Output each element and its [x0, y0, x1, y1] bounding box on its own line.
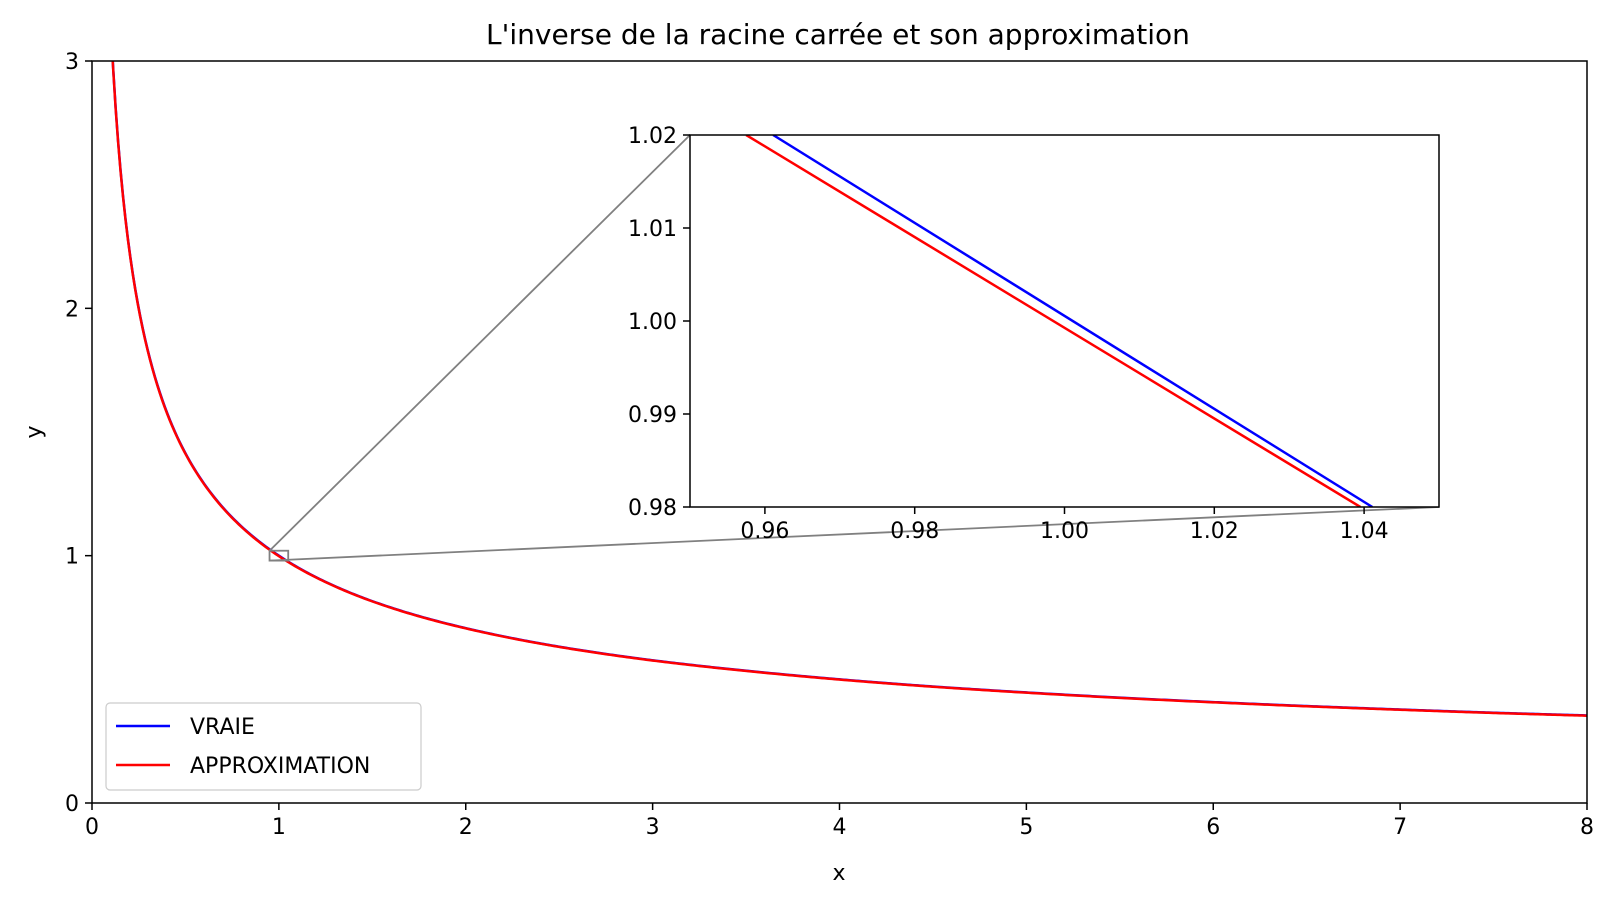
main-series-layer — [111, 61, 1587, 717]
zoom-region-box — [268, 549, 290, 562]
y-tick-label: 3 — [65, 50, 79, 75]
inset-y-tick-label: 1.00 — [628, 310, 677, 335]
inset-x-tick-label: 1.04 — [1340, 519, 1389, 544]
inset-series-line-vraie — [772, 135, 1373, 507]
inset-x-tick-label: 0.98 — [890, 519, 939, 544]
y-axis-label: y — [22, 425, 47, 438]
y-tick-label: 1 — [65, 545, 79, 570]
x-tick-label: 4 — [833, 815, 847, 840]
inset-y-ticks: 0.98 0.99 1.00 1.01 1.02 — [628, 124, 690, 521]
chart-title: L'inverse de la racine carrée et son app… — [486, 18, 1190, 51]
inset-y-tick-label: 1.02 — [628, 124, 677, 149]
x-tick-label: 1 — [272, 815, 286, 840]
x-axis-label: x — [832, 861, 845, 886]
inset-background — [690, 135, 1439, 507]
inset-x-tick-label: 1.00 — [1040, 519, 1089, 544]
series-line-approximation — [111, 61, 1587, 717]
main-y-ticks: 0 1 2 3 — [65, 50, 92, 817]
legend-box — [105, 702, 422, 791]
x-tick-label: 7 — [1393, 815, 1407, 840]
legend-label-vraie: VRAIE — [190, 715, 255, 740]
inset-series-line-approximation — [745, 135, 1362, 507]
x-tick-label: 0 — [85, 815, 99, 840]
zoom-connector-top — [268, 134, 691, 552]
x-tick-label: 8 — [1580, 815, 1594, 840]
legend: VRAIE APPROXIMATION — [105, 702, 422, 791]
main-x-ticks: 0 1 2 3 4 5 6 7 8 — [85, 803, 1594, 840]
inset-y-tick-label: 0.99 — [628, 403, 677, 428]
inset-axes: 0.96 0.98 1.00 1.02 1.04 0.98 0.99 1.00 1.01 1.0… — [628, 124, 1440, 544]
inset-series-layer — [745, 135, 1373, 507]
inset-x-tick-label: 0.96 — [740, 519, 789, 544]
zoom-connector-bottom — [269, 506, 1440, 562]
x-tick-label: 3 — [646, 815, 660, 840]
inset-y-tick-label: 0.98 — [628, 496, 677, 521]
zoom-indicator — [268, 134, 1440, 562]
y-tick-label: 2 — [65, 297, 79, 322]
inset-y-tick-label: 1.01 — [628, 217, 677, 242]
x-tick-label: 2 — [459, 815, 473, 840]
x-tick-label: 6 — [1206, 815, 1220, 840]
x-tick-label: 5 — [1019, 815, 1033, 840]
legend-label-approximation: APPROXIMATION — [190, 754, 370, 779]
main-axes: 0 1 2 3 4 5 6 7 8 0 1 2 3 — [65, 50, 1594, 840]
inset-x-ticks: 0.96 0.98 1.00 1.02 1.04 — [740, 507, 1389, 544]
inset-x-tick-label: 1.02 — [1190, 519, 1239, 544]
y-tick-label: 0 — [65, 792, 79, 817]
